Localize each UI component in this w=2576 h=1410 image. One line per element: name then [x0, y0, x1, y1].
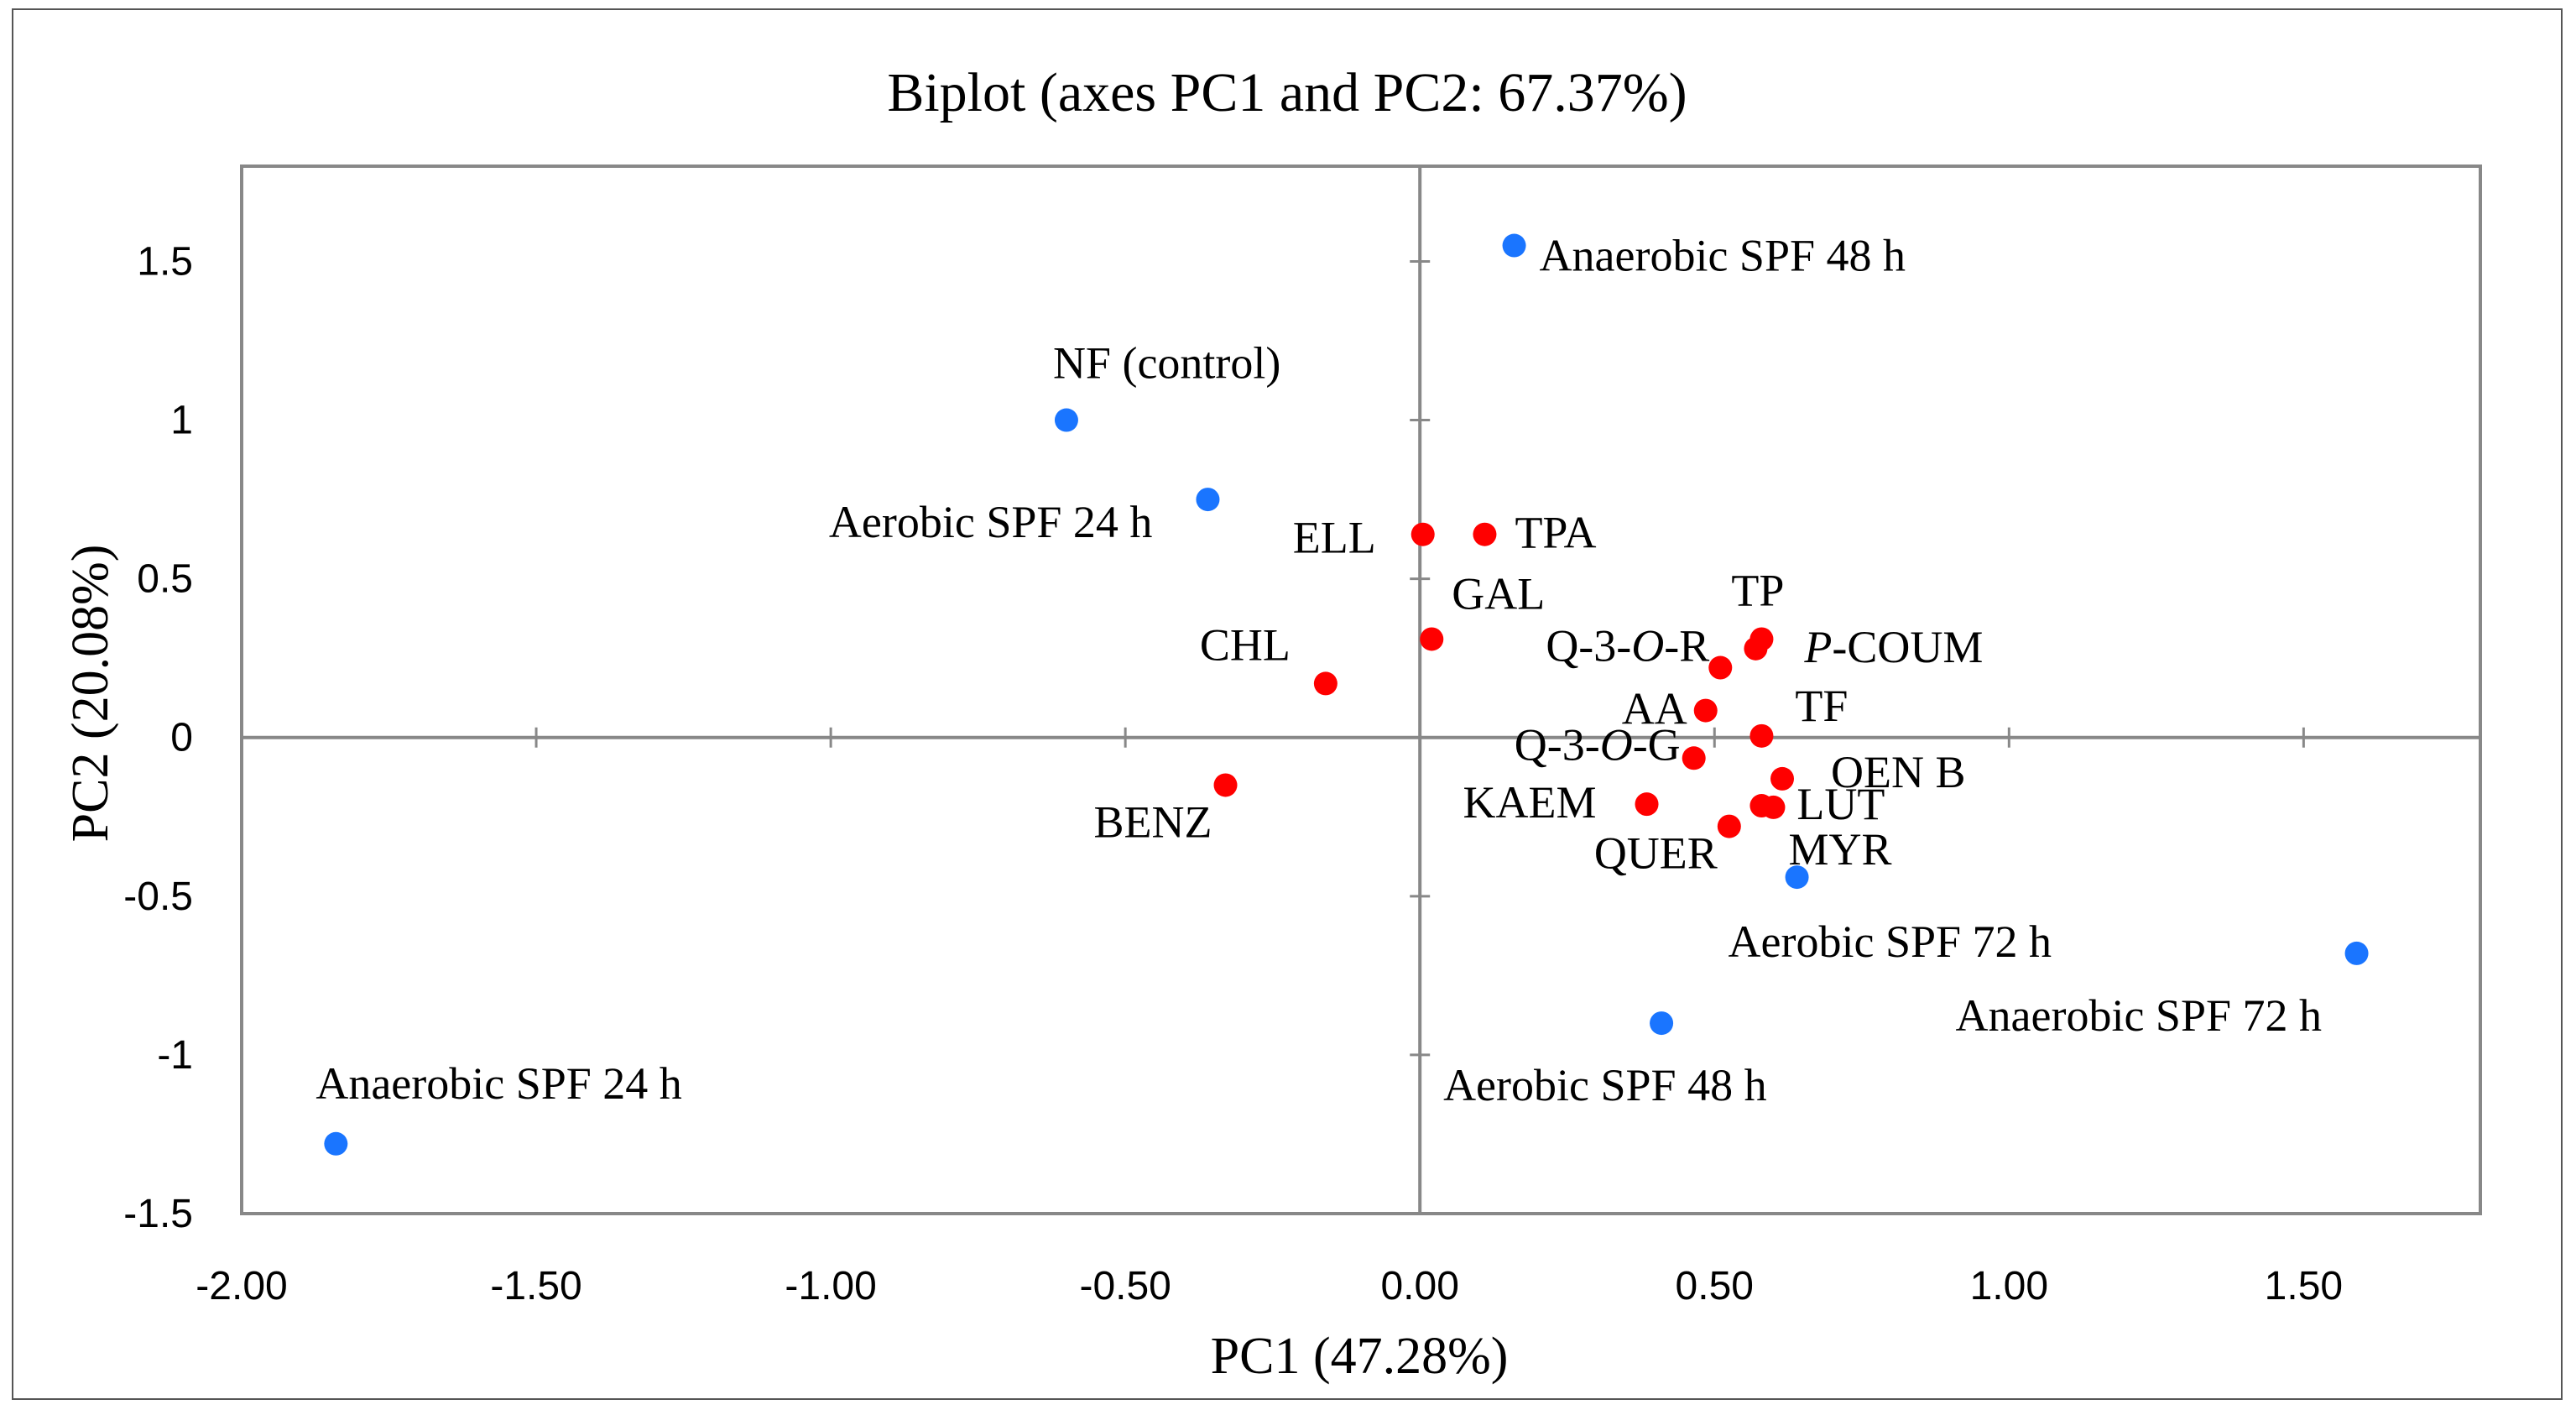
point-labels-layer: Anaerobic SPF 48 h NF (control) Aerobic SP…: [315, 231, 2322, 1111]
y-tick-label: 0.5: [137, 557, 193, 602]
point-label-q-3-o-r: Q-3-O-R: [1546, 621, 1709, 671]
point-label-myr: MYR: [1788, 824, 1891, 875]
point-label-p-coum: P-COUM: [1803, 622, 1983, 672]
point-label-chl: CHL: [1200, 619, 1291, 670]
y-tick-label: -1.5: [123, 1192, 193, 1236]
point-label-oen-b: OEN B: [1831, 747, 1966, 797]
axis-lines: [240, 166, 2480, 1215]
point-q-3-o-r: [1708, 655, 1733, 680]
point-label-anaerobic-spf-24-h: Anaerobic SPF 24 h: [315, 1058, 681, 1109]
y-tick-label: 1: [170, 399, 193, 443]
point-tf: [1749, 723, 1774, 748]
point-label-tp: TP: [1731, 565, 1784, 615]
point-nf-control: [1054, 408, 1078, 432]
x-tick-label: -2.00: [196, 1264, 287, 1308]
point-kaem: [1635, 792, 1659, 817]
point-label-lut: LUT: [1796, 779, 1885, 829]
points-layer: [324, 233, 2369, 1156]
x-tick-labels: -2.00 -1.50 -1.00 -0.50 0.00 0.50 1.00 1.50: [196, 1264, 2343, 1308]
point-ell: [1411, 522, 1435, 546]
point-aerobic-spf-72-h: [1785, 865, 1809, 890]
point-aerobic-spf-48-h: [1650, 1011, 1674, 1036]
x-axis-label: PC1 (47.28%): [1211, 1328, 1509, 1385]
point-label-tpa: TPA: [1515, 508, 1596, 558]
point-label-ell: ELL: [1293, 513, 1376, 563]
point-label-benz: BENZ: [1094, 796, 1212, 847]
point-label-nf-control: NF (control): [1053, 338, 1280, 389]
point-label-quer: QUER: [1594, 828, 1718, 879]
x-tick-label: 0.00: [1380, 1264, 1458, 1308]
point-anaerobic-spf-72-h: [2344, 941, 2369, 965]
point-chl: [1313, 671, 1338, 696]
point-label-aerobic-spf-48-h: Aerobic SPF 48 h: [1443, 1060, 1767, 1110]
point-anaerobic-spf-24-h: [324, 1131, 348, 1156]
y-tick-label: 0: [170, 716, 193, 760]
x-tick-label: -0.50: [1079, 1264, 1171, 1308]
point-label-anaerobic-spf-72-h: Anaerobic SPF 72 h: [1956, 990, 2322, 1041]
y-tick-label: -0.5: [123, 875, 193, 919]
point-benz: [1213, 773, 1238, 797]
point-label-gal: GAL: [1452, 568, 1545, 619]
point-label-aerobic-spf-24-h: Aerobic SPF 24 h: [829, 497, 1153, 547]
y-tick-labels: -1.5 -1 -0.5 0 0.5 1 1.5: [123, 239, 193, 1236]
y-axis-label: PC2 (20.08%): [62, 545, 119, 843]
point-p-coum: [1744, 636, 1768, 661]
point-q-3-o-g: [1682, 746, 1706, 770]
chart-frame: [12, 8, 2563, 1400]
point-myr: [1761, 795, 1786, 819]
x-tick-label: 0.50: [1676, 1264, 1754, 1308]
point-label-q-3-o-g: Q-3-O-G: [1515, 719, 1681, 770]
x-tick-label: -1.50: [490, 1264, 581, 1308]
point-oen-b: [1770, 766, 1795, 791]
x-tick-label: -1.00: [785, 1264, 876, 1308]
plot-area: [240, 164, 2482, 1215]
point-quer: [1717, 814, 1741, 838]
point-label-anaerobic-spf-48-h: Anaerobic SPF 48 h: [1540, 231, 1906, 281]
x-tick-label: 1.00: [1970, 1264, 2048, 1308]
point-label-aerobic-spf-72-h: Aerobic SPF 72 h: [1729, 916, 2052, 967]
x-tick-label: 1.50: [2265, 1264, 2343, 1308]
point-tpa: [1473, 522, 1497, 546]
point-label-aa: AA: [1622, 684, 1687, 734]
chart-title: Biplot (axes PC1 and PC2: 67.37%): [887, 62, 1687, 123]
y-tick-label: 1.5: [137, 239, 193, 284]
point-gal: [1420, 627, 1444, 651]
y-tick-label: -1: [157, 1033, 193, 1078]
point-label-tf: TF: [1795, 681, 1848, 731]
point-anaerobic-spf-48-h: [1502, 233, 1526, 258]
point-aa: [1693, 698, 1718, 723]
point-label-kaem: KAEM: [1463, 777, 1597, 828]
point-aerobic-spf-24-h: [1196, 488, 1220, 512]
